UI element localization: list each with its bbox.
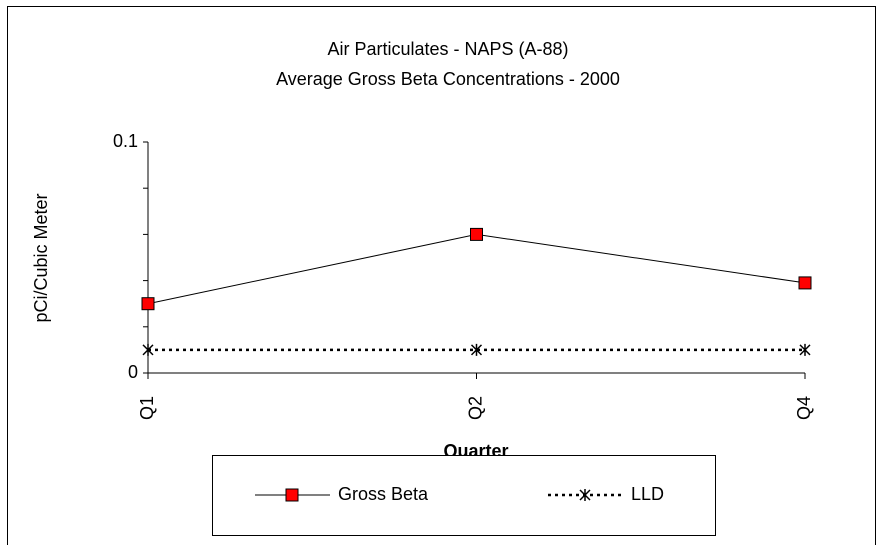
marker [798, 276, 812, 290]
marker [470, 343, 483, 356]
marker [799, 343, 811, 356]
y-tick-label: 0.1 [113, 131, 138, 151]
legend-marker [579, 489, 591, 501]
chart-subtitle: Average Gross Beta Concentrations - 2000 [276, 69, 620, 89]
legend-label: LLD [631, 484, 664, 504]
y-axis-title: pCi/Cubic Meter [31, 193, 51, 322]
marker [141, 297, 155, 311]
x-tick-label: Q2 [465, 396, 485, 420]
marker [470, 227, 483, 241]
y-tick-label: 0 [128, 362, 138, 382]
x-tick-label: Q4 [794, 396, 814, 420]
x-tick-label: Q1 [137, 396, 157, 420]
legend-marker [285, 488, 299, 502]
legend: Gross Beta LLD [212, 455, 716, 536]
marker [142, 343, 154, 356]
legend-label: Gross Beta [338, 484, 429, 504]
chart-title: Air Particulates - NAPS (A-88) [327, 39, 568, 59]
